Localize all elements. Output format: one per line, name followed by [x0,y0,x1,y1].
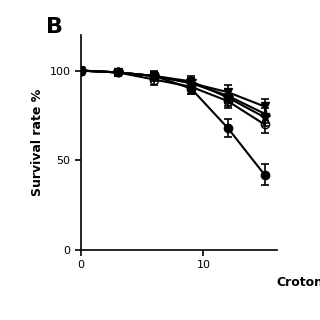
X-axis label: Crotono: Crotono [277,276,320,289]
Y-axis label: Survival rate %: Survival rate % [31,89,44,196]
Text: B: B [46,18,63,37]
